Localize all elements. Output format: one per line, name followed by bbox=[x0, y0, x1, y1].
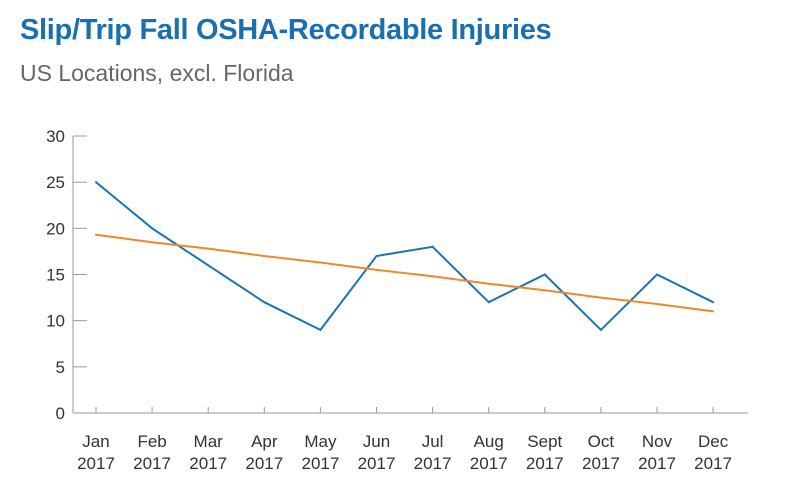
x-tick-label-year: 2017 bbox=[470, 454, 508, 473]
x-tick-label: Dec 2017 bbox=[694, 432, 732, 473]
data-point-trend bbox=[207, 247, 210, 250]
data-point-actual bbox=[95, 181, 97, 184]
data-point-actual bbox=[151, 227, 154, 230]
data-point-trend bbox=[319, 261, 322, 264]
data-point-actual bbox=[319, 328, 322, 331]
series-group bbox=[95, 181, 715, 332]
x-tick-label-month: Oct bbox=[588, 432, 615, 451]
y-tick-label: 20 bbox=[46, 219, 65, 238]
x-tick-label-year: 2017 bbox=[694, 454, 732, 473]
x-tick-label-year: 2017 bbox=[358, 454, 396, 473]
x-tick-label-month: Mar bbox=[194, 432, 224, 451]
data-point-trend bbox=[543, 289, 546, 292]
x-tick-label: Sept 2017 bbox=[526, 432, 564, 473]
data-point-actual bbox=[656, 273, 658, 276]
x-tick-label-month: May bbox=[304, 432, 337, 451]
data-point-trend bbox=[487, 282, 490, 285]
x-tick-label: Mar 2017 bbox=[189, 432, 227, 473]
data-point-actual bbox=[263, 301, 266, 304]
x-tick-label-month: Sept bbox=[527, 432, 562, 451]
x-tick-label: Feb 2017 bbox=[133, 432, 171, 473]
x-tick-label-month: Apr bbox=[251, 432, 278, 451]
x-tick-label-year: 2017 bbox=[133, 454, 171, 473]
x-tick-label-month: Feb bbox=[137, 432, 166, 451]
data-point-trend bbox=[375, 268, 378, 271]
x-tick-label: Jul 2017 bbox=[414, 432, 452, 473]
x-tick-label-year: 2017 bbox=[414, 454, 452, 473]
x-tick-label-month: Aug bbox=[474, 432, 504, 451]
x-tick-label: Oct 2017 bbox=[582, 432, 620, 473]
data-point-trend bbox=[656, 303, 658, 306]
x-tick-label: Jan 2017 bbox=[77, 432, 115, 473]
x-tick-label-year: 2017 bbox=[638, 454, 676, 473]
x-tick-label: Aug 2017 bbox=[470, 432, 508, 473]
data-point-actual bbox=[543, 273, 546, 276]
axes: 0 5 10 15 20 25 30 Jan 2017 Feb 2017 Mar 2017 Apr 2017… bbox=[46, 127, 748, 473]
x-tick-label-year: 2017 bbox=[582, 454, 620, 473]
data-point-actual bbox=[375, 255, 378, 258]
y-tick-label: 30 bbox=[46, 127, 65, 146]
x-tick-label-month: Dec bbox=[698, 432, 729, 451]
x-tick-label-year: 2017 bbox=[526, 454, 564, 473]
series-line-trend bbox=[95, 233, 714, 313]
x-tick-label-year: 2017 bbox=[301, 454, 339, 473]
data-point-actual bbox=[431, 245, 434, 248]
x-tick-label: Jun 2017 bbox=[358, 432, 396, 473]
x-tick-label-month: Jul bbox=[422, 432, 444, 451]
x-tick-label: Nov 2017 bbox=[638, 432, 676, 473]
x-tick-label-year: 2017 bbox=[189, 454, 227, 473]
data-point-trend bbox=[599, 296, 602, 299]
x-tick-label-month: Nov bbox=[642, 432, 673, 451]
chart-subtitle: US Locations, excl. Florida bbox=[20, 60, 294, 86]
y-tick-label: 15 bbox=[46, 266, 65, 285]
y-tick-label: 10 bbox=[46, 312, 65, 331]
data-point-trend bbox=[431, 275, 434, 278]
chart-title: Slip/Trip Fall OSHA-Recordable Injuries bbox=[20, 14, 552, 46]
y-tick-label: 5 bbox=[56, 358, 65, 377]
x-tick-label-year: 2017 bbox=[245, 454, 283, 473]
x-tick-label: May 2017 bbox=[301, 432, 339, 473]
x-tick-label-month: Jun bbox=[363, 432, 390, 451]
x-tick-label-month: Jan bbox=[82, 432, 109, 451]
x-tick-label: Apr 2017 bbox=[245, 432, 283, 473]
data-point-actual bbox=[207, 264, 210, 267]
data-point-actual bbox=[712, 301, 715, 304]
data-point-actual bbox=[599, 328, 602, 331]
x-tick-label-year: 2017 bbox=[77, 454, 115, 473]
data-point-trend bbox=[95, 233, 97, 236]
series-line-actual bbox=[95, 181, 714, 332]
data-point-trend bbox=[151, 241, 154, 244]
data-point-trend bbox=[263, 255, 266, 258]
data-point-actual bbox=[487, 301, 490, 304]
data-point-trend bbox=[712, 310, 715, 313]
y-tick-label: 25 bbox=[46, 173, 65, 192]
y-tick-label: 0 bbox=[56, 404, 65, 423]
